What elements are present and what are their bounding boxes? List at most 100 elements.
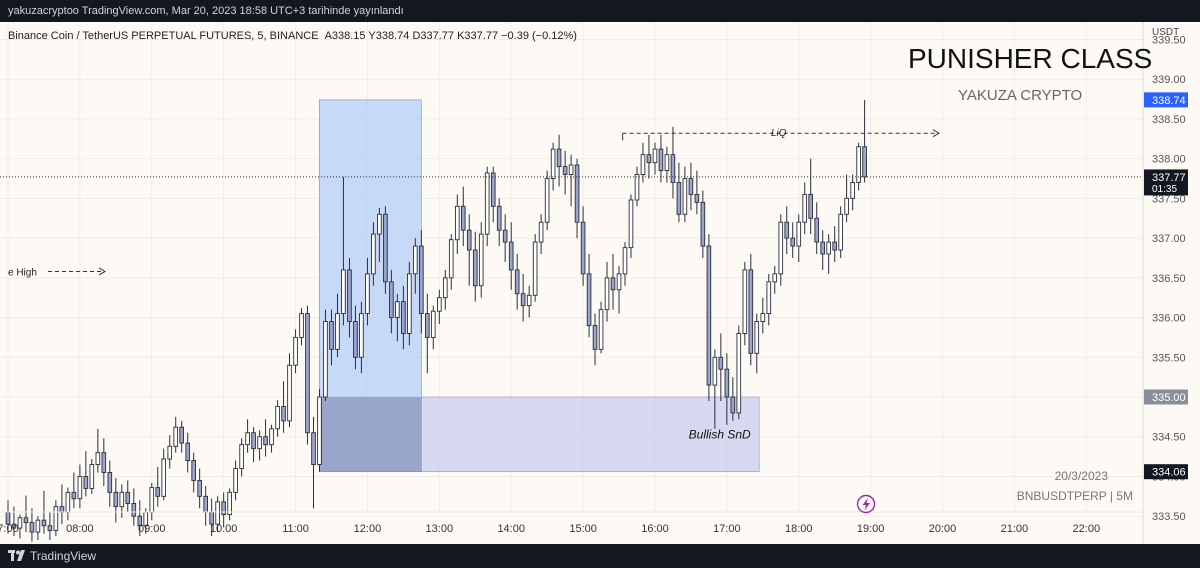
price-tick-label: 339.00	[1152, 74, 1186, 86]
candle	[802, 182, 808, 235]
candle-body-up	[287, 364, 292, 422]
candle	[502, 214, 508, 262]
candle-body-up	[323, 321, 328, 398]
candle-body-up	[628, 199, 634, 249]
liquidity-line[interactable]: LiQ	[622, 128, 940, 141]
price-axis[interactable]: 333.50334.00334.50335.00335.50336.00336.…	[1152, 34, 1186, 523]
candle-body-down	[353, 321, 358, 358]
candle-body-down	[820, 241, 825, 255]
candle-body-down	[101, 452, 107, 473]
candle	[17, 514, 23, 539]
candle	[592, 313, 598, 366]
equal-high-line[interactable]: e High	[8, 267, 107, 278]
arrowhead-icon	[932, 129, 940, 138]
candle	[173, 416, 179, 453]
candle-body-down	[59, 506, 65, 513]
candle-body-up	[227, 491, 232, 516]
zone-top-price-tag-text: 335.00	[1152, 392, 1186, 404]
zone-bottom-price-tag-text: 334.06	[1152, 467, 1186, 479]
time-tick-label: 7:00	[0, 523, 19, 535]
candle-body-up	[484, 172, 490, 235]
time-axis[interactable]: 7:00 08:00 09:00 10:00 11:00 12:00 13:00 14:00 1…	[0, 523, 1100, 535]
candle	[89, 458, 95, 494]
footer-brand: TradingView	[30, 549, 97, 563]
candle-body-up	[395, 301, 400, 319]
candle	[460, 186, 466, 247]
candle	[437, 289, 442, 324]
candle	[466, 214, 472, 286]
candle	[215, 496, 220, 533]
candle	[245, 419, 250, 453]
candle	[221, 492, 226, 528]
candle	[329, 309, 334, 366]
candle-body-up	[802, 193, 808, 223]
candle-body-up	[269, 428, 274, 446]
candle	[227, 488, 232, 521]
candle-body-down	[401, 301, 406, 334]
candle	[347, 257, 352, 338]
symbol-description: Binance Coin / TetherUS PERPETUAL FUTURE…	[8, 30, 577, 42]
price-tick-label: 334.50	[1152, 432, 1186, 444]
candle-body-up	[754, 321, 760, 354]
candle-body-down	[520, 293, 526, 307]
candle-body-down	[784, 221, 790, 239]
candle-body-up	[604, 277, 610, 311]
candle-body-up	[317, 396, 322, 465]
candle	[526, 285, 532, 318]
candle-body-up	[712, 356, 718, 386]
brand-subtitle: YAKUZA CRYPTO	[958, 87, 1082, 104]
candle	[281, 381, 286, 433]
currency-label: USDT	[1152, 27, 1179, 38]
candle-body-down	[718, 356, 724, 370]
candle	[53, 500, 59, 537]
candle	[514, 254, 520, 310]
candle-body-down	[197, 479, 202, 497]
candle-body-up	[377, 213, 382, 235]
candle	[520, 273, 526, 322]
candle	[448, 234, 454, 290]
candle	[239, 438, 244, 477]
candle	[299, 308, 304, 346]
candle-body-down	[832, 241, 838, 251]
candle-body-up	[850, 182, 855, 199]
candle-body-down	[71, 491, 77, 500]
replay-lightning-icon[interactable]	[856, 494, 876, 514]
candle	[389, 269, 394, 334]
candle-body-up	[275, 406, 280, 430]
price-tick-label: 337.50	[1152, 193, 1186, 205]
candle	[269, 424, 274, 453]
candle-body-down	[496, 205, 502, 231]
time-tick-label: 11:00	[282, 523, 309, 535]
candle-body-up	[568, 164, 574, 175]
candle	[772, 265, 778, 294]
high-price-tag: 338.74	[1144, 92, 1188, 108]
candle	[191, 452, 196, 493]
candle	[634, 166, 640, 207]
candle	[760, 297, 766, 334]
candle	[784, 206, 790, 254]
candle-body-up	[778, 221, 784, 275]
candle	[550, 142, 556, 191]
candle-body-down	[329, 321, 334, 350]
time-tick-label: 18:00	[785, 523, 813, 535]
candle-body-up	[634, 174, 640, 201]
candle-body-down	[281, 406, 286, 422]
candle	[832, 226, 838, 262]
candle	[508, 222, 514, 290]
candle	[586, 254, 592, 338]
candle-body-down	[688, 178, 694, 195]
candle-body-down	[41, 519, 47, 527]
brand-title: PUNISHER CLASS	[908, 43, 1152, 74]
candle	[23, 495, 29, 533]
candle-body-down	[107, 472, 113, 493]
candle-body-up	[478, 233, 484, 287]
candle-body-down	[694, 193, 700, 203]
candle-body-down	[419, 245, 424, 315]
candle-body-up	[173, 426, 179, 447]
candle	[167, 435, 173, 469]
equal-high-label: e High	[8, 267, 37, 278]
candle	[850, 174, 855, 211]
